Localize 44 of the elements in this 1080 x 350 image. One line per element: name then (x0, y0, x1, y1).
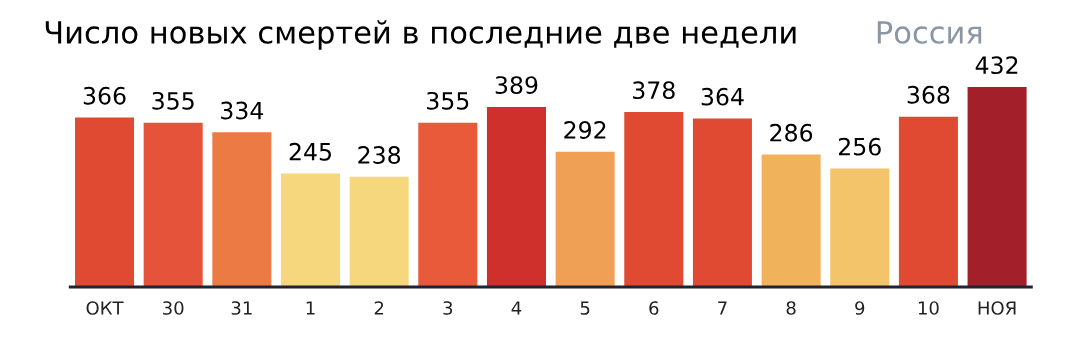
data-label: 256 (838, 137, 881, 156)
x-tick-label: 3 (443, 301, 453, 315)
data-label: 286 (770, 123, 813, 142)
x-tick-label: 6 (649, 301, 659, 315)
x-tick-label: 31 (231, 301, 252, 315)
bar (349, 176, 409, 287)
data-label: 334 (221, 101, 264, 120)
bar (555, 151, 615, 287)
data-label: 364 (701, 87, 744, 106)
x-tick-label: ОКТ (86, 301, 124, 315)
data-label: 355 (152, 91, 194, 110)
x-tick-label: 5 (580, 301, 590, 315)
data-label: 432 (975, 56, 1018, 75)
x-tick-label: НОЯ (978, 301, 1016, 315)
bar (212, 132, 272, 287)
bar (486, 106, 546, 287)
bar (898, 116, 958, 287)
bar (624, 112, 684, 287)
data-label: 238 (358, 146, 401, 164)
data-label: 366 (83, 86, 126, 105)
bar (830, 168, 890, 287)
data-label: 378 (633, 81, 675, 100)
bar (280, 173, 341, 287)
x-tick-label: 30 (163, 301, 184, 315)
data-label: 389 (495, 76, 538, 94)
x-tick-label: 1 (306, 301, 315, 315)
bar (143, 122, 203, 287)
x-tick-label: 9 (855, 301, 865, 315)
bar (692, 118, 752, 287)
x-tick-label: 10 (918, 301, 939, 315)
x-tick-label: 7 (718, 301, 727, 315)
bar (967, 87, 1027, 287)
chart-title: Число новых смертей в последние две недели (45, 20, 796, 50)
x-tick-label: 4 (511, 301, 522, 315)
bar (75, 117, 135, 287)
data-label: 292 (564, 121, 606, 139)
bar (761, 154, 821, 287)
chart-subtitle: Россия (877, 21, 982, 44)
data-label: 355 (427, 91, 469, 110)
x-tick-label: 2 (374, 301, 384, 315)
x-tick-label: 8 (786, 301, 796, 315)
data-label: 245 (289, 142, 331, 161)
data-label: 368 (907, 85, 950, 104)
bar (418, 122, 478, 287)
